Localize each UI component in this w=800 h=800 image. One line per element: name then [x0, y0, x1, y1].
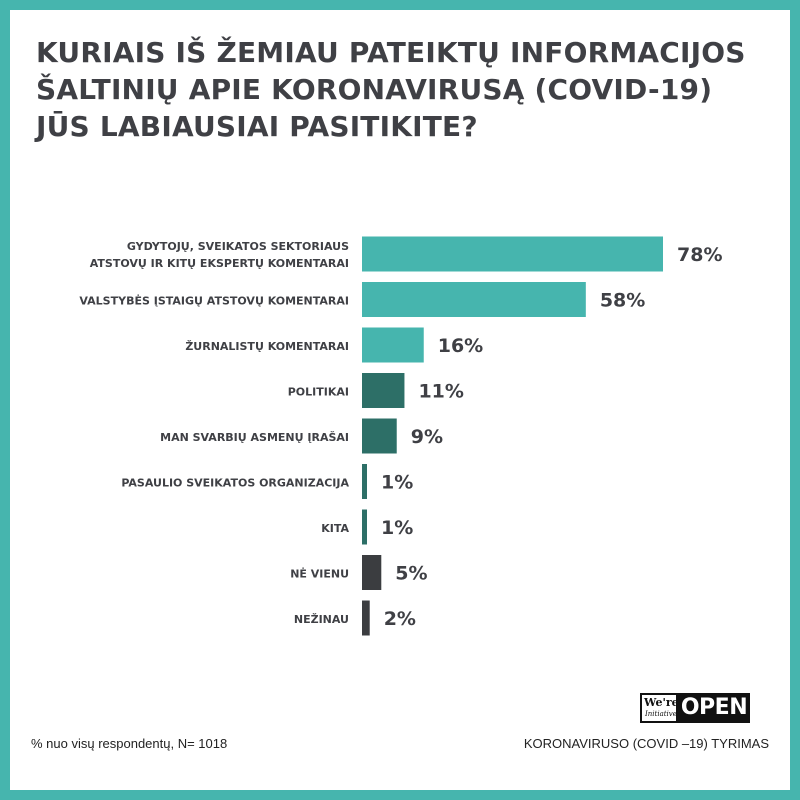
- category-label-3-0: POLITIKAI: [288, 386, 349, 399]
- value-label-5: 1%: [381, 472, 413, 494]
- value-label-7: 5%: [395, 563, 427, 585]
- category-label-1-0: VALSTYBĖS ĮSTAIGŲ ATSTOVŲ KOMENTARAI: [79, 294, 349, 308]
- were-open-logo: We're Initiative OPEN: [640, 693, 750, 723]
- bar-4: [362, 418, 397, 454]
- category-label-4-0: MAN SVARBIŲ ASMENŲ ĮRAŠAI: [160, 431, 349, 444]
- respondents-note: % nuo visų respondentų, N= 1018: [31, 736, 228, 751]
- logo-sub-text: Initiative: [645, 710, 677, 718]
- chart-title: KURIAIS IŠ ŽEMIAU PATEIKTŲ INFORMACIJOS …: [36, 34, 756, 145]
- bar-3: [362, 373, 405, 408]
- title-line-2: ŠALTINIŲ APIE KORONAVIRUSĄ (COVID-19): [36, 73, 713, 106]
- category-label-6-0: KITA: [321, 522, 349, 535]
- title-line-1: KURIAIS IŠ ŽEMIAU PATEIKTŲ INFORMACIJOS: [36, 36, 746, 69]
- category-label-7-0: NĖ VIENU: [290, 567, 349, 581]
- value-label-0: 78%: [677, 244, 722, 266]
- logo-we-text: We're: [644, 696, 679, 709]
- bar-2: [362, 327, 424, 363]
- value-label-3: 11%: [418, 381, 463, 403]
- value-label-8: 2%: [384, 608, 416, 630]
- category-label-5-0: PASAULIO SVEIKATOS ORGANIZACIJA: [121, 477, 349, 490]
- value-label-1: 58%: [600, 290, 645, 312]
- value-label-2: 16%: [438, 335, 483, 357]
- bar-8: [362, 600, 370, 636]
- title-line-3: JŪS LABIAUSIAI PASITIKITE?: [36, 110, 478, 143]
- category-label-0-1: ATSTOVŲ IR KITŲ EKSPERTŲ KOMENTARAI: [90, 257, 349, 270]
- bar-5: [362, 464, 367, 499]
- logo-we-box: We're Initiative: [640, 693, 679, 723]
- survey-source: KORONAVIRUSO (COVID –19) TYRIMAS: [523, 736, 769, 751]
- bar-6: [362, 509, 367, 545]
- bar-7: [362, 555, 382, 590]
- bar-1: [362, 282, 586, 317]
- value-label-4: 9%: [411, 426, 443, 448]
- category-label-8-0: NEŽINAU: [294, 613, 349, 626]
- logo-open-text: OPEN: [678, 693, 750, 723]
- category-label-0-0: GYDYTOJŲ, SVEIKATOS SEKTORIAUS: [127, 240, 349, 253]
- value-label-6: 1%: [381, 517, 413, 539]
- bar-0: [362, 236, 663, 272]
- category-label-2-0: ŽURNALISTŲ KOMENTARAI: [185, 340, 349, 353]
